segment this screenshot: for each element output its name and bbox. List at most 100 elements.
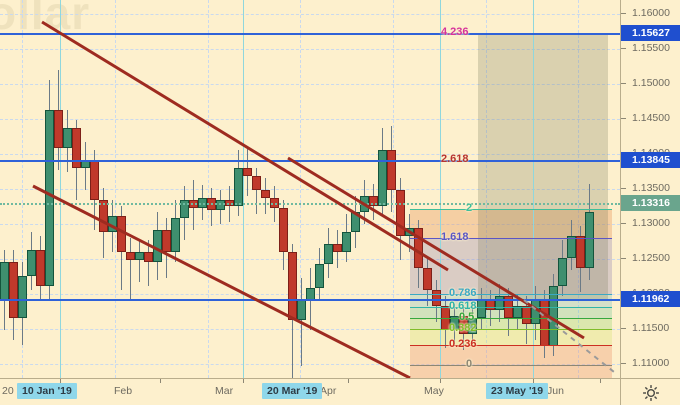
gear-icon[interactable] — [641, 383, 661, 403]
grid-line-horizontal — [0, 224, 620, 225]
candle-body — [171, 218, 180, 252]
cyan-vertical-line — [533, 0, 534, 378]
price-axis[interactable]: 1.160001.155001.150001.145001.140001.135… — [620, 0, 680, 378]
price-badge[interactable]: 1.11962 — [621, 291, 680, 307]
price-tick-label: 1.13000 — [621, 217, 680, 229]
candle-wick — [148, 240, 149, 286]
candle-wick — [139, 240, 140, 282]
candle-body — [144, 252, 153, 262]
candle-body — [99, 200, 108, 232]
fibonacci-level-line — [410, 365, 612, 366]
candle-body — [495, 296, 504, 310]
candle-body — [585, 212, 594, 268]
fibonacci-level-line — [410, 209, 612, 210]
time-tick-mark — [348, 379, 349, 383]
lower-descending-channel[interactable] — [32, 184, 411, 378]
candle-body — [36, 250, 45, 286]
fibonacci-level-label: 0.5 — [459, 311, 475, 323]
fibonacci-level-line — [410, 329, 612, 330]
grid-line-horizontal — [0, 364, 620, 365]
price-tick-label: 1.15500 — [621, 42, 680, 54]
time-tick-mark — [243, 379, 244, 383]
resistance-1.13845[interactable] — [0, 160, 620, 162]
candle-body — [342, 232, 351, 252]
fibonacci-level-label: 1.618 — [441, 231, 469, 243]
time-tick-mark — [440, 379, 441, 383]
fibonacci-level-label: 2 — [466, 202, 473, 214]
time-tick-label: May — [424, 385, 444, 397]
upper-descending-channel[interactable] — [41, 20, 449, 272]
candle-body — [576, 236, 585, 268]
candle-body — [387, 150, 396, 190]
fibonacci-level-label: 0 — [466, 358, 473, 370]
candle-body — [135, 252, 144, 260]
time-tick-mark — [600, 379, 601, 383]
cyan-vertical-line — [243, 0, 244, 378]
time-tick-mark — [533, 379, 534, 383]
time-badge[interactable]: 20 Mar '19 — [262, 383, 323, 399]
candle-body — [162, 230, 171, 252]
fibonacci-level-label: 4.236 — [441, 26, 469, 38]
level-1.13316[interactable] — [0, 203, 620, 205]
candle-body — [513, 306, 522, 318]
candle-body — [369, 196, 378, 206]
grid-line-horizontal — [0, 154, 620, 155]
candle-body — [54, 110, 63, 148]
support-1.11962[interactable] — [0, 299, 620, 301]
candle-body — [333, 244, 342, 252]
candle-body — [126, 252, 135, 260]
candle-body — [72, 128, 81, 168]
candle-wick — [256, 168, 257, 214]
cyan-vertical-line — [440, 0, 441, 378]
price-tick-label: 1.15000 — [621, 77, 680, 89]
candle-body — [9, 262, 18, 318]
time-badge[interactable]: 10 Jan '19 — [17, 383, 77, 399]
inner-descending-trendline[interactable] — [287, 156, 585, 340]
candle-body — [18, 276, 27, 318]
candle-body — [63, 128, 72, 148]
candle-body — [378, 150, 387, 206]
candle-body — [252, 176, 261, 190]
fibonacci-level-line — [410, 318, 612, 319]
time-tick-mark — [160, 379, 161, 383]
candle-body — [27, 250, 36, 276]
candle-body — [459, 316, 468, 334]
candle-wick — [130, 238, 131, 300]
time-tick-label: Feb — [114, 385, 133, 397]
fibonacci-level-label: 0.786 — [449, 287, 477, 299]
candle-body — [567, 236, 576, 258]
time-tick-label: Apr — [320, 385, 337, 397]
candle-body — [261, 190, 270, 198]
time-tick-mark — [60, 379, 61, 383]
price-badge[interactable]: 1.13316 — [621, 195, 680, 211]
candle-body — [279, 208, 288, 252]
grid-line-horizontal — [0, 189, 620, 190]
trendline-layer — [32, 20, 615, 378]
candle-body — [558, 258, 567, 286]
price-badge[interactable]: 1.13845 — [621, 152, 680, 168]
candle-body — [423, 268, 432, 290]
candle-body — [180, 200, 189, 218]
candle-body — [315, 264, 324, 288]
chart-plot-area[interactable]: ollar 4.236 2.618 2 1.618 0.786 0.618 0.5 0.382… — [0, 0, 620, 378]
price-badge[interactable]: 1.15627 — [621, 25, 680, 41]
band-05-to-0382 — [410, 318, 612, 329]
candle-body — [396, 190, 405, 236]
time-badge[interactable]: 23 May '19 — [486, 383, 549, 399]
time-axis[interactable]: 20 Feb Mar Apr May Jun 10 Jan '19 20 Mar '19 23 … — [0, 378, 620, 405]
candle-body — [216, 200, 225, 210]
fibonacci-level-line — [410, 238, 612, 239]
candle-body — [243, 168, 252, 176]
fibonacci-level-label: 0.236 — [449, 338, 477, 350]
price-tick-label: 1.14500 — [621, 112, 680, 124]
price-tick-label: 1.12500 — [621, 252, 680, 264]
axis-corner[interactable] — [620, 378, 680, 405]
price-tick-label: 1.13500 — [621, 182, 680, 194]
candle-body — [522, 306, 531, 324]
grid-line-horizontal — [0, 84, 620, 85]
fibonacci-level-label: 0.382 — [449, 322, 477, 334]
time-tick-label: Jun — [547, 385, 564, 397]
resistance-1.15627[interactable] — [0, 33, 620, 35]
band-2-to-1618 — [410, 209, 612, 238]
